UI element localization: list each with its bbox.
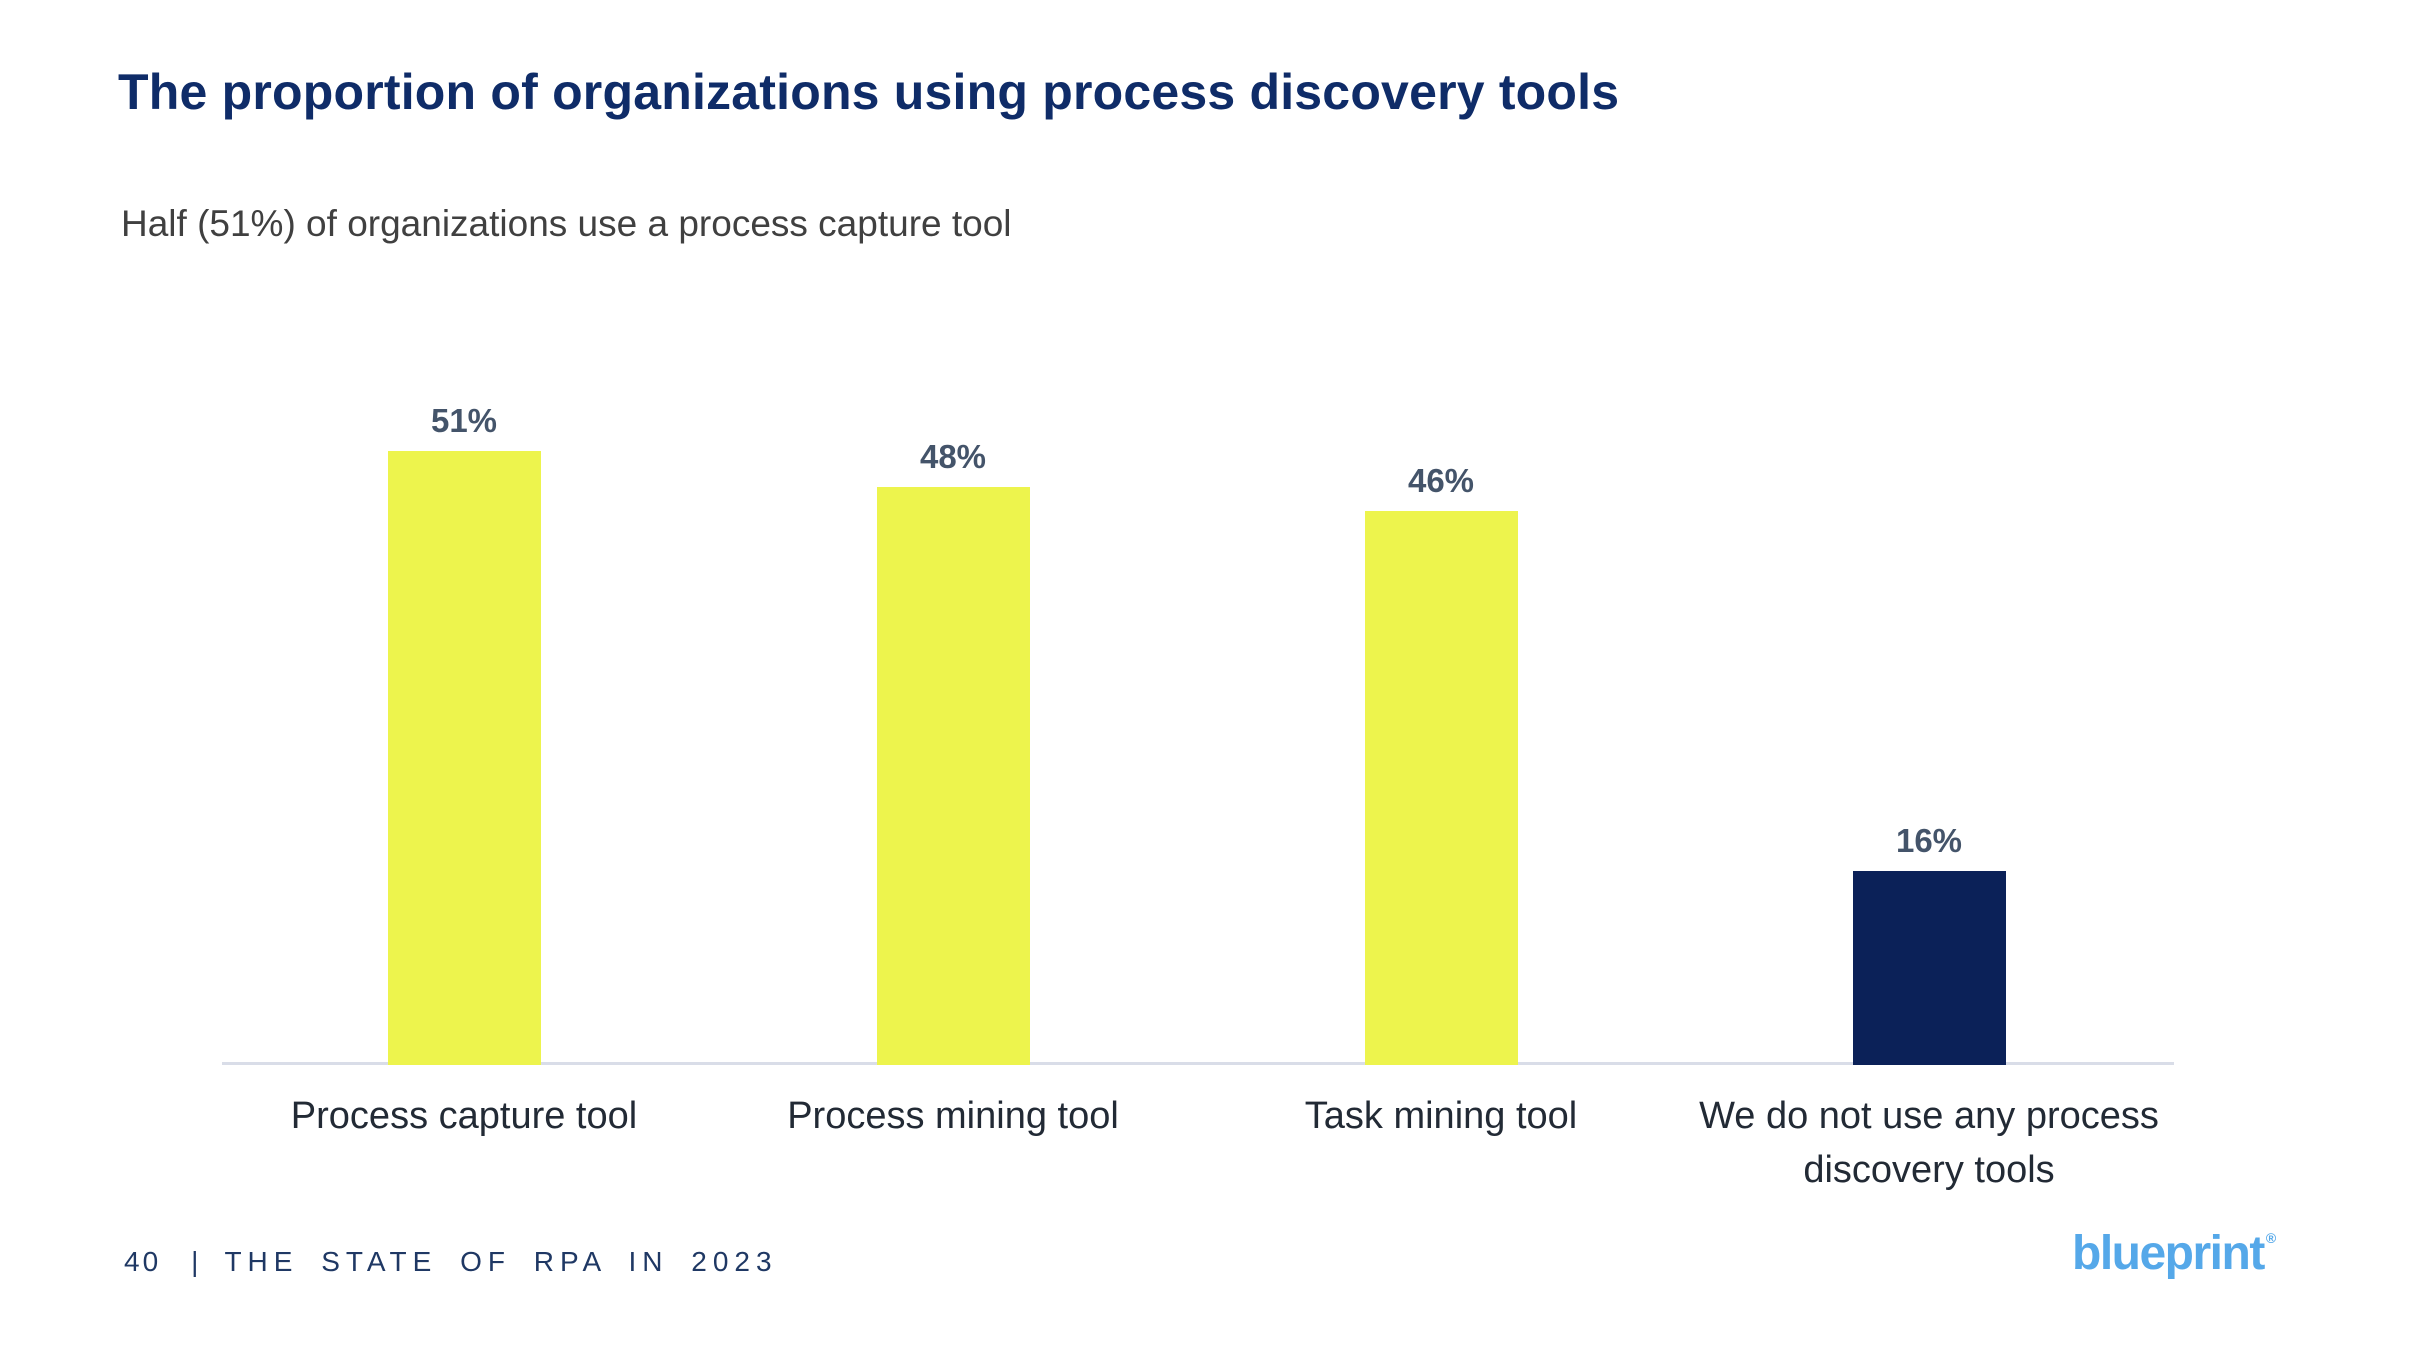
page-subtitle: Half (51%) of organizations use a proces… (121, 203, 1012, 244)
category-label: Task mining tool (1304, 1095, 1578, 1137)
bar-value-label: 16% (1895, 822, 1963, 859)
bar (387, 451, 541, 1065)
blueprint-logo: blueprint ® (2072, 1226, 2276, 1281)
x-axis-line (222, 1062, 2174, 1065)
footer-page-number: 40 (124, 1246, 162, 1277)
bar-value-label: 46% (1407, 462, 1475, 499)
category-label: Process capture tool (290, 1095, 638, 1137)
category-label: Process mining tool (787, 1095, 1119, 1137)
registered-trademark-icon: ® (2265, 1230, 2277, 1246)
bar-value-label: 48% (919, 438, 987, 475)
bar (876, 487, 1030, 1065)
page-title: The proportion of organizations using pr… (118, 64, 1620, 120)
bar (1364, 511, 1518, 1065)
blueprint-logo-text: blueprint (2072, 1227, 2265, 1280)
bar (1852, 871, 2006, 1065)
category-label: We do not use any process discovery tool… (1699, 1095, 2159, 1191)
footer-report-title: THE STATE OF RPA IN 2023 (224, 1246, 778, 1277)
bar-value-label: 51% (430, 402, 498, 439)
footer: 40 | THE STATE OF RPA IN 2023 (124, 1246, 778, 1278)
footer-separator: | (191, 1246, 199, 1277)
